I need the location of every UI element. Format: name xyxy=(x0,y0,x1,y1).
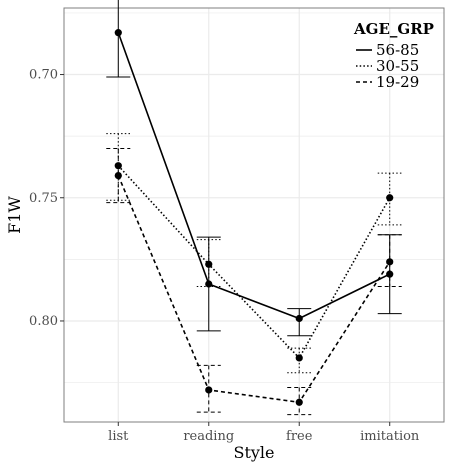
series-line xyxy=(117,165,391,360)
series-19-29 xyxy=(106,147,402,416)
data-point xyxy=(295,398,303,406)
series-line xyxy=(117,32,391,320)
series-line xyxy=(117,175,391,404)
data-point xyxy=(295,314,303,323)
x-tick-label: reading xyxy=(183,429,234,444)
x-tick-label: free xyxy=(286,429,313,444)
error-bar xyxy=(106,147,131,204)
plot-panel xyxy=(63,7,445,423)
y-tick-label: 0.75 xyxy=(29,191,58,206)
x-axis-title: Style xyxy=(233,443,274,462)
data-point xyxy=(205,280,213,288)
legend-title: AGE_GRP xyxy=(353,20,434,38)
data-point xyxy=(114,29,122,37)
series-56-85 xyxy=(106,0,402,337)
series-group xyxy=(106,0,402,416)
data-point xyxy=(386,258,394,266)
data-point xyxy=(295,354,303,362)
x-tick-label: list xyxy=(108,429,129,444)
x-tick-label: imitation xyxy=(360,429,420,444)
data-point xyxy=(114,171,122,180)
y-axis: 0.70 0.75 0.80 xyxy=(29,68,64,329)
y-axis-title: F1W xyxy=(5,196,24,234)
error-bar xyxy=(377,234,402,287)
error-bar xyxy=(287,308,312,337)
legend-label-30-55: 30-55 xyxy=(376,57,419,75)
series-30-55 xyxy=(106,133,402,374)
error-bar xyxy=(287,387,312,416)
legend-label-19-29: 19-29 xyxy=(376,73,419,91)
x-axis: list reading free imitation xyxy=(108,422,420,444)
data-point xyxy=(205,386,213,394)
data-point xyxy=(386,194,394,202)
y-tick-label: 0.80 xyxy=(29,314,58,329)
y-tick-label: 0.70 xyxy=(29,68,58,83)
data-point xyxy=(386,270,394,278)
legend-label-56-85: 56-85 xyxy=(376,41,419,59)
error-bar xyxy=(377,172,402,226)
data-point xyxy=(205,260,213,268)
